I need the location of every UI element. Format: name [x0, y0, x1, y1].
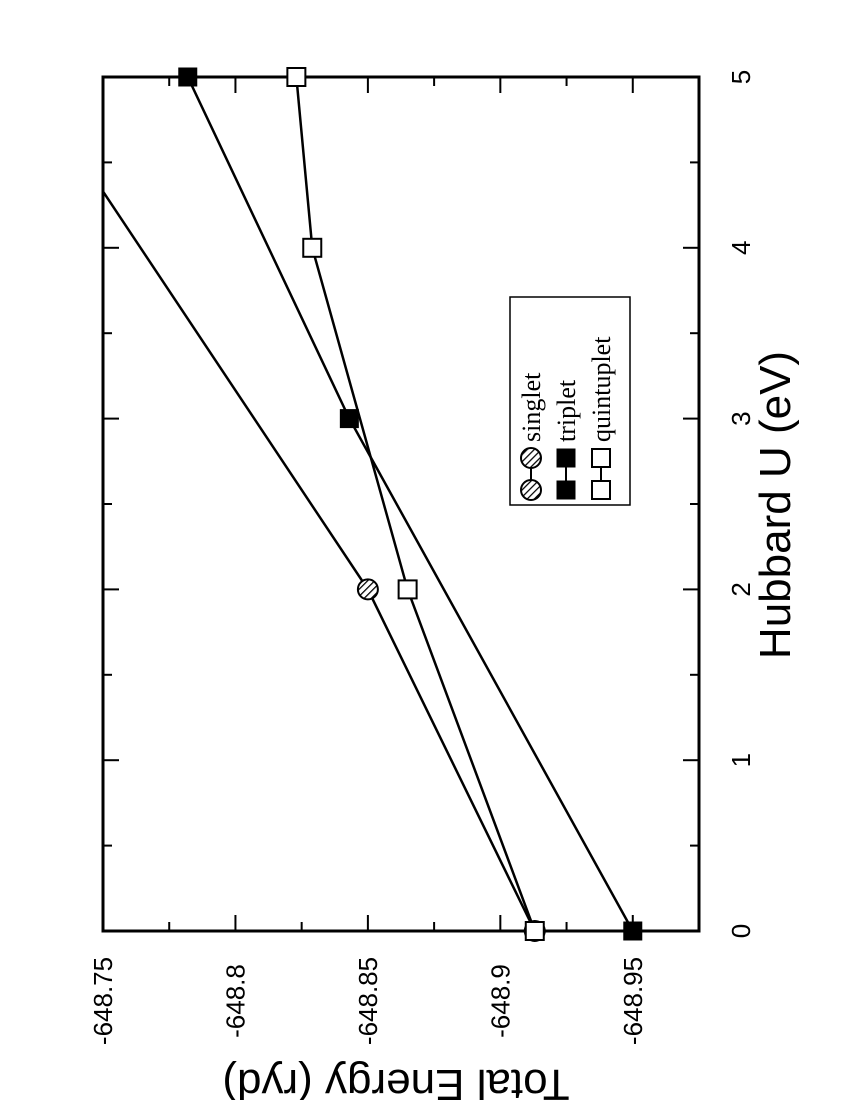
legend-marker-quintuplet [591, 480, 611, 500]
quintuplet-line [295, 76, 536, 932]
y-tick-label: -648.75 [88, 957, 118, 1045]
quintuplet-marker [524, 921, 545, 941]
legend-marker-triplet [556, 480, 576, 500]
legend-marker-singlet [520, 479, 542, 501]
singlet-line [101, 190, 536, 932]
y-tick-label: -648.8 [221, 964, 251, 1038]
ticks [102, 76, 700, 932]
x-tick-label: 2 [726, 582, 756, 596]
x-tick-label: 0 [726, 924, 756, 938]
x-axis-title: Hubbard U (eV) [751, 351, 800, 659]
legend: singlet triplet quintuplet [509, 296, 631, 506]
x-tick-label: 4 [726, 241, 756, 255]
quintuplet-marker [302, 237, 323, 258]
singlet-marker [356, 578, 379, 601]
markers [178, 67, 643, 942]
y-axis-title: Total Energy (ryd) [222, 1060, 569, 1100]
x-tick-label: 5 [726, 70, 756, 84]
tick-labels: 0 1 2 3 4 5 -648.75 -648.8 -648.85 -648.9 -648.95 [88, 70, 756, 1045]
x-tick-label: 1 [726, 753, 756, 767]
legend-marker-singlet [520, 447, 542, 469]
legend-marker-quintuplet [591, 448, 611, 468]
quintuplet-marker [397, 579, 418, 600]
triplet-marker [178, 67, 198, 87]
y-tick-label: -648.85 [353, 957, 383, 1045]
y-tick-label: -648.95 [618, 957, 648, 1045]
legend-label-quintuplet: quintuplet [587, 336, 616, 442]
quintuplet-marker [286, 67, 307, 87]
legend-label-triplet: triplet [552, 379, 581, 442]
y-tick-label: -648.9 [485, 964, 515, 1038]
legend-marker-triplet [556, 448, 576, 468]
legend-label-singlet: singlet [517, 372, 546, 442]
x-tick-label: 3 [726, 411, 756, 425]
triplet-marker [623, 921, 643, 941]
triplet-marker [339, 409, 359, 429]
